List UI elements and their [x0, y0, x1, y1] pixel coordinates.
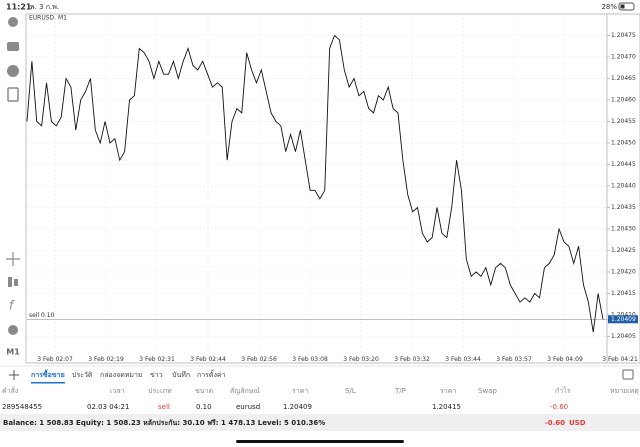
currency: USD: [569, 419, 586, 427]
x-tick-label: 3 Feb 02:44: [190, 356, 226, 363]
cell-price: 1.20409: [283, 403, 312, 411]
column-header: S/L: [345, 387, 356, 395]
cell-current-price: 1.20415: [432, 403, 461, 411]
cell-symbol: eurusd: [236, 403, 260, 411]
x-tick-label: 3 Feb 03:57: [496, 356, 532, 363]
tab[interactable]: การตั้งค่า: [197, 368, 226, 379]
battery-icon: [618, 2, 635, 11]
x-tick-label: 3 Feb 03:32: [394, 356, 430, 363]
column-header: กำไร: [555, 386, 571, 395]
tab[interactable]: บันทึก: [172, 370, 190, 379]
column-header: T/P: [394, 387, 406, 395]
y-tick-label: 1.20445: [611, 161, 636, 168]
y-tick-label: 1.20450: [611, 140, 636, 147]
x-tick-label: 3 Feb 02:31: [139, 356, 175, 363]
y-tick-label: 1.20430: [611, 226, 636, 233]
tab[interactable]: ประวัติ: [72, 371, 93, 379]
cell-time: 02.03 04:21: [87, 403, 129, 411]
battery-level: [620, 4, 625, 9]
account-icon[interactable]: [8, 17, 18, 27]
total-profit: -0.60: [545, 419, 565, 427]
objects-icon[interactable]: [8, 325, 18, 335]
column-header: Swap: [478, 387, 497, 395]
order-label: sell 0.10: [29, 312, 55, 319]
x-tick-label: 3 Feb 04:09: [547, 356, 583, 363]
trade-icon[interactable]: [7, 42, 19, 51]
indicator-icon[interactable]: f: [9, 299, 15, 313]
tab[interactable]: กล่องจดหมาย: [100, 371, 142, 379]
x-tick-label: 3 Feb 03:20: [343, 356, 379, 363]
column-header: ประเภท: [148, 387, 172, 395]
date: พ. 3 ก.พ.: [30, 3, 59, 11]
y-tick-label: 1.20475: [611, 32, 636, 39]
column-header: สัญลักษณ์: [230, 387, 260, 395]
timeframe[interactable]: M1: [6, 348, 20, 357]
y-tick-label: 1.20415: [611, 290, 636, 297]
cell-type: sell: [158, 403, 170, 411]
price-badge-label: 1.20409: [611, 316, 636, 323]
cell-order: 289548455: [2, 403, 42, 411]
footer-bar: [0, 414, 640, 431]
cell-volume: 0.10: [196, 403, 212, 411]
x-tick-label: 3 Feb 02:56: [241, 356, 277, 363]
battery-text: 28%: [601, 3, 617, 11]
crosshair-icon[interactable]: [6, 252, 20, 266]
add-button[interactable]: [9, 370, 19, 380]
y-tick-label: 1.20440: [611, 183, 636, 190]
column-header: คำสั่ง: [2, 386, 18, 395]
chart-type-icon-2[interactable]: [14, 279, 18, 286]
price-badge: [608, 315, 638, 324]
y-tick-label: 1.20435: [611, 204, 636, 211]
y-tick-label: 1.20410: [611, 312, 636, 319]
chart-type-icon[interactable]: [8, 277, 12, 287]
chat-icon[interactable]: [7, 65, 19, 77]
y-tick-label: 1.20455: [611, 118, 636, 125]
price-line: [26, 34, 604, 333]
clock: 11:21: [6, 3, 32, 12]
active-tab-underline: [31, 382, 65, 384]
y-tick-label: 1.20420: [611, 269, 636, 276]
account-summary: Balance: 1 508.83 Equity: 1 508.23 หลักป…: [3, 419, 325, 427]
y-tick-label: 1.20460: [611, 97, 636, 104]
column-header: เวลา: [110, 387, 125, 395]
x-tick-label: 3 Feb 02:07: [37, 356, 73, 363]
cell-profit: -0.60: [550, 403, 568, 411]
x-tick-label: 3 Feb 03:08: [292, 356, 328, 363]
x-tick-label: 3 Feb 02:19: [88, 356, 124, 363]
tab[interactable]: การซื้อขาย: [31, 368, 65, 379]
x-tick-label: 3 Feb 04:21: [602, 356, 638, 363]
y-tick-label: 1.20425: [611, 247, 636, 254]
column-header: ขนาด: [195, 387, 213, 395]
panel-toggle[interactable]: [622, 369, 634, 380]
column-header: ราคา: [292, 387, 308, 395]
x-tick-label: 3 Feb 03:44: [445, 356, 481, 363]
y-tick-label: 1.20470: [611, 54, 636, 61]
y-tick-label: 1.20405: [611, 333, 636, 340]
column-header: หมายเหตุ: [610, 387, 639, 395]
new-order-icon[interactable]: [7, 87, 19, 102]
chart-frame: [25, 13, 640, 364]
y-tick-label: 1.20465: [611, 75, 636, 82]
tab[interactable]: ข่าว: [150, 371, 163, 379]
home-indicator: [236, 440, 404, 443]
sidebar: f: [6, 17, 20, 335]
chart-title: EURUSD, M1: [29, 15, 67, 22]
column-header: ราคา: [440, 387, 456, 395]
